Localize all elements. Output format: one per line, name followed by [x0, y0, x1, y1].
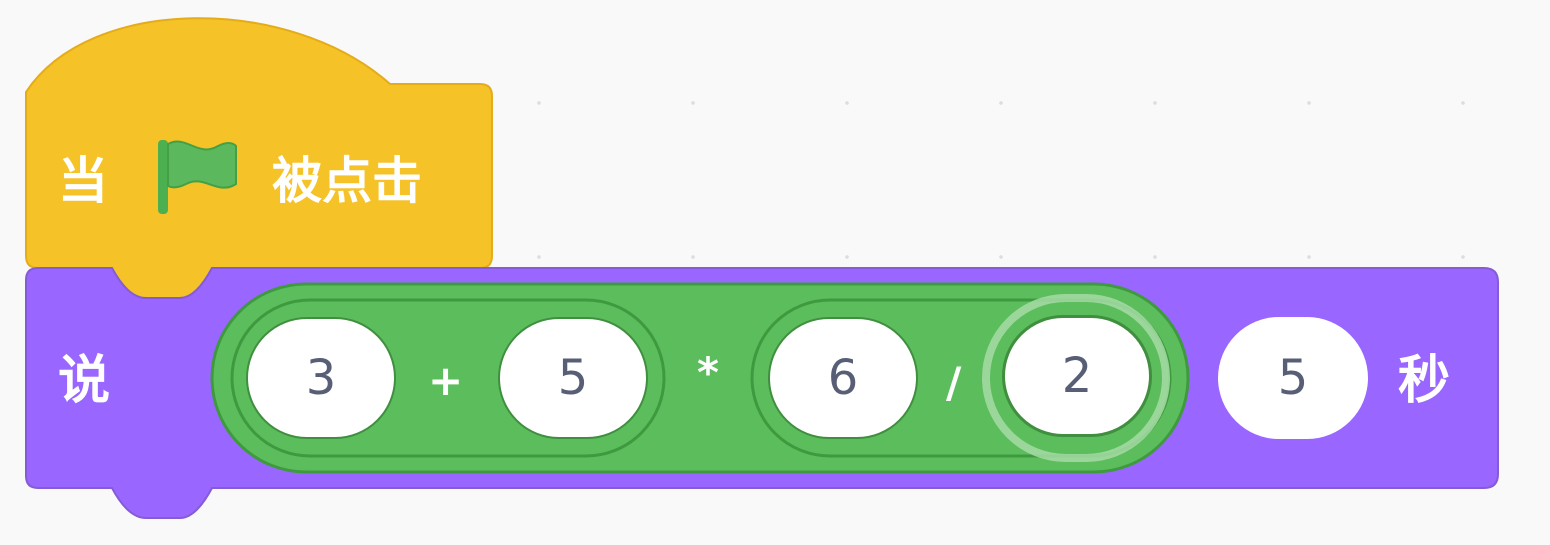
number-input-3[interactable]: 3 [246, 317, 396, 439]
hat-text-when: 当 [58, 152, 108, 210]
hat-text-clicked: 被点击 [272, 152, 422, 210]
duration-input[interactable]: 5 [1218, 317, 1368, 439]
number-input-5[interactable]: 5 [498, 317, 648, 439]
input-highlight-ring [982, 294, 1170, 462]
multiply-operator: * [697, 348, 719, 397]
say-label: 说 [58, 351, 111, 411]
green-flag-icon [158, 140, 237, 214]
number-input-6[interactable]: 6 [768, 317, 918, 439]
plus-operator: + [428, 356, 464, 405]
number-input-2[interactable]: 2 [1002, 315, 1152, 437]
divide-operator: / [946, 358, 962, 407]
seconds-label: 秒 [1398, 351, 1451, 411]
